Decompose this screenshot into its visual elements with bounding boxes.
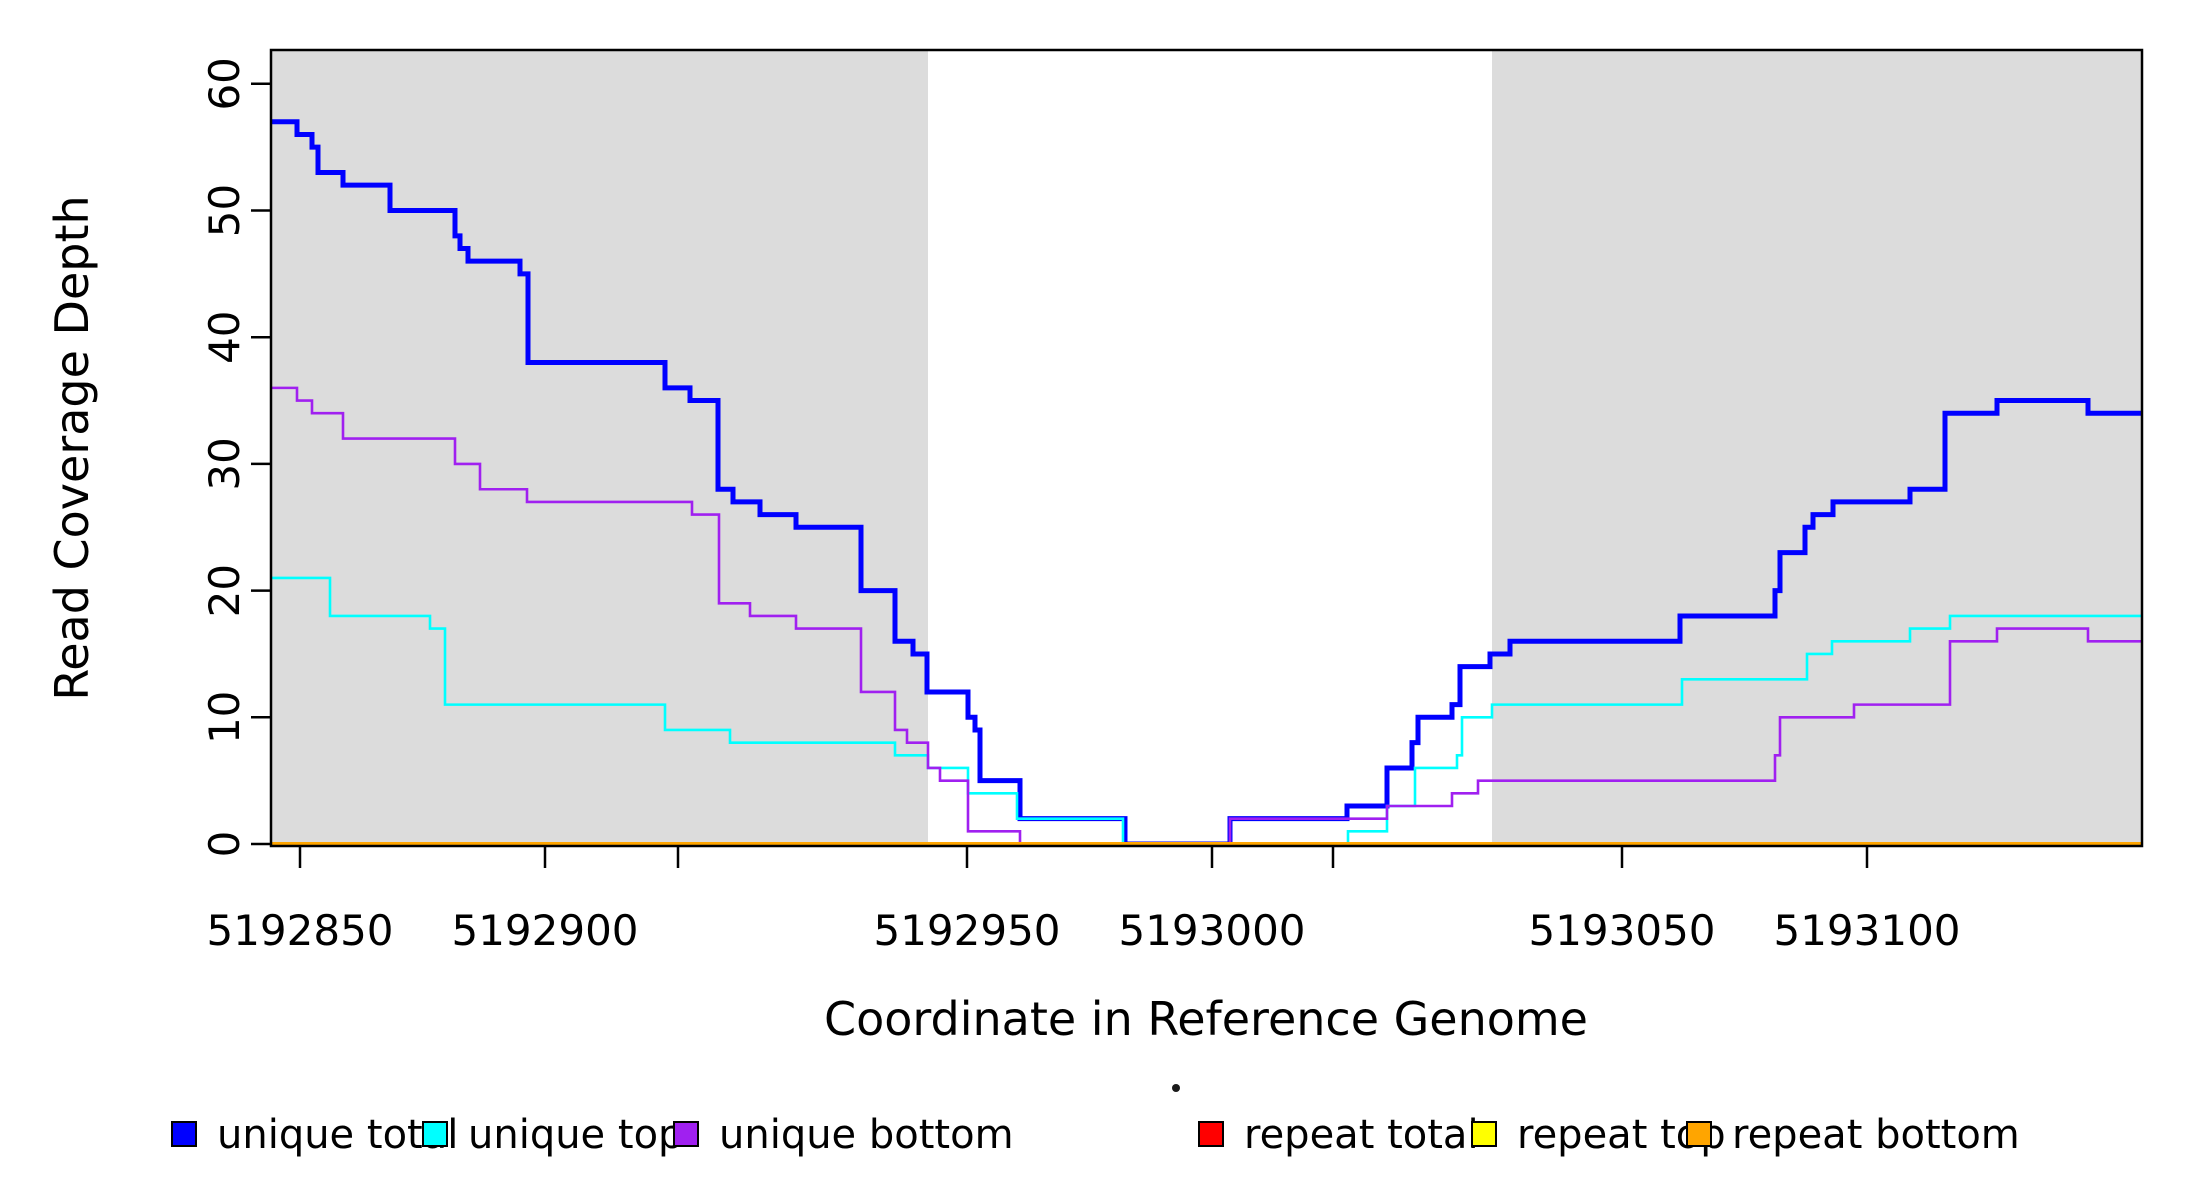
y-axis: 0 10 20 30 40 50 60 bbox=[200, 57, 271, 857]
y-tick-label-10: 10 bbox=[200, 691, 249, 744]
legend-label-unique-total: unique total bbox=[217, 1112, 458, 1158]
legend-label-repeat-total: repeat total bbox=[1244, 1112, 1479, 1158]
coverage-series-lines bbox=[271, 119, 2142, 847]
x-tick-label-5192950: 5192950 bbox=[873, 906, 1060, 955]
x-tick-label-5193000: 5193000 bbox=[1118, 906, 1305, 955]
legend-swatch-unique-bottom bbox=[673, 1121, 699, 1147]
y-tick-label-50: 50 bbox=[200, 184, 249, 237]
x-tick-label-5193100: 5193100 bbox=[1773, 906, 1960, 955]
series-line-unique-top bbox=[271, 576, 2142, 846]
legend-swatch-unique-top bbox=[422, 1121, 448, 1147]
series-line-unique-total bbox=[271, 119, 2142, 847]
shaded-region-1 bbox=[1492, 50, 2142, 846]
x-axis-title: Coordinate in Reference Genome bbox=[824, 992, 1588, 1046]
stray-dot bbox=[1172, 1084, 1180, 1092]
stray-dot-mark bbox=[1172, 1084, 1180, 1092]
x-axis: 5192850 5192900 5192950 5193000 5193050 51931… bbox=[206, 846, 1961, 955]
plot-border-box bbox=[269, 48, 2144, 848]
legend-label-unique-bottom: unique bottom bbox=[719, 1112, 1014, 1158]
y-axis-title: Read Coverage Depth bbox=[45, 195, 99, 700]
legend-swatch-repeat-total bbox=[1198, 1121, 1224, 1147]
y-tick-label-40: 40 bbox=[200, 310, 249, 363]
shaded-repeat-regions bbox=[271, 50, 2142, 846]
y-tick-label-0: 0 bbox=[200, 831, 249, 858]
x-tick-label-5192850: 5192850 bbox=[206, 906, 393, 955]
plot-box bbox=[269, 48, 2144, 848]
x-tick-label-5192900: 5192900 bbox=[451, 906, 638, 955]
x-tick-label-5193050: 5193050 bbox=[1528, 906, 1715, 955]
y-tick-label-60: 60 bbox=[200, 57, 249, 110]
legend-swatch-unique-total bbox=[171, 1121, 197, 1147]
series-line-unique-bottom bbox=[271, 386, 2142, 846]
legend: unique total unique top unique bottom repea… bbox=[171, 1112, 2020, 1158]
y-tick-label-20: 20 bbox=[200, 564, 249, 617]
legend-label-repeat-bottom: repeat bottom bbox=[1732, 1112, 2020, 1158]
shaded-region-0 bbox=[271, 50, 928, 846]
legend-swatch-repeat-top bbox=[1471, 1121, 1497, 1147]
legend-label-unique-top: unique top bbox=[468, 1112, 683, 1158]
legend-swatch-repeat-bottom bbox=[1686, 1121, 1712, 1147]
y-tick-label-30: 30 bbox=[200, 437, 249, 490]
